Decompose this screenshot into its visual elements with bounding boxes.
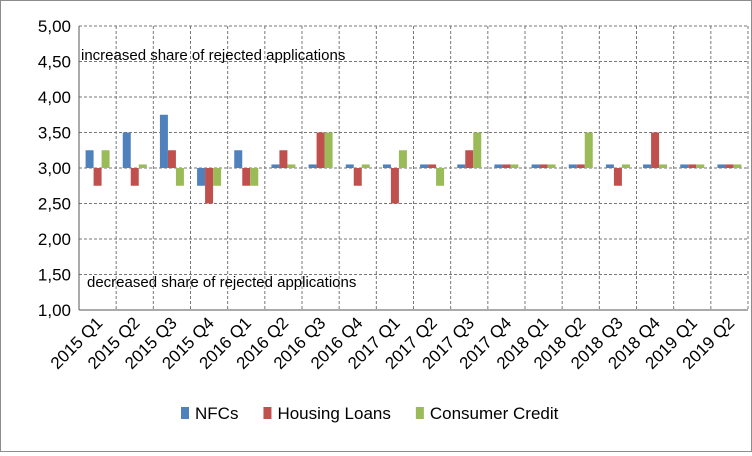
bar-consumer-credit [473,132,482,168]
bar-nfcs [382,164,391,168]
bar-nfcs [494,164,503,168]
bar-consumer-credit [733,164,742,168]
bar-consumer-credit [510,164,519,168]
legend-label: Consumer Credit [430,404,559,423]
bar-housing-loans [279,150,288,168]
bar-nfcs [680,164,689,168]
bar-housing-loans [242,168,251,186]
bar-consumer-credit [250,168,259,186]
bar-housing-loans [502,164,511,168]
bar-housing-loans [613,168,622,186]
y-tick-label: 1,50 [38,266,71,285]
bar-consumer-credit [101,150,110,168]
annotation-bottom: decreased share of rejected applications [87,274,356,291]
bar-housing-loans [130,168,139,186]
bar-consumer-credit [213,168,222,186]
bar-nfcs [122,132,131,168]
y-tick-label: 2,50 [38,195,71,214]
bar-nfcs [197,168,206,186]
y-tick-label: 3,00 [38,159,71,178]
bar-housing-loans [539,164,548,168]
bar-consumer-credit [584,132,593,168]
y-tick-label: 2,00 [38,230,71,249]
bar-nfcs [717,164,726,168]
bar-housing-loans [688,164,697,168]
bar-nfcs [271,164,280,168]
legend-swatch [415,407,424,419]
y-tick-label: 4,00 [38,88,71,107]
bar-housing-loans [576,164,585,168]
bar-housing-loans [205,168,214,204]
y-tick-label: 3,50 [38,124,71,143]
bar-nfcs [531,164,540,168]
bar-housing-loans [651,132,660,168]
bar-consumer-credit [621,164,630,168]
bar-nfcs [85,150,94,168]
bar-consumer-credit [436,168,445,186]
bar-housing-loans [428,164,437,168]
bar-nfcs [420,164,429,168]
bar-consumer-credit [547,164,556,168]
bar-consumer-credit [287,164,296,168]
bar-housing-loans [465,150,474,168]
legend-swatch [181,407,189,419]
bar-consumer-credit [398,150,407,168]
bar-nfcs [643,164,652,168]
bar-housing-loans [93,168,102,186]
legend-label: Housing Loans [277,404,390,423]
grid-layer [78,25,749,311]
bar-nfcs [345,164,354,168]
bar-consumer-credit [175,168,184,186]
bar-housing-loans [167,150,176,168]
bar-housing-loans [316,132,325,168]
annotation-top: increased share of rejected applications [81,47,345,64]
bar-nfcs [308,164,317,168]
y-tick-label: 4,50 [38,53,71,72]
bar-housing-loans [390,168,399,204]
bar-consumer-credit [138,164,147,168]
bar-nfcs [457,164,466,168]
legend: NFCs Housing Loans Consumer Credit [181,404,559,423]
bar-nfcs [159,114,168,168]
legend-swatch [263,407,272,419]
bar-nfcs [234,150,243,168]
bar-nfcs [605,164,614,168]
y-tick-label: 1,00 [38,301,71,320]
bars-layer [85,114,742,204]
bar-consumer-credit [324,132,333,168]
bar-housing-loans [353,168,362,186]
y-tick-label: 5,00 [38,17,71,36]
bar-housing-loans [725,164,734,168]
bar-consumer-credit [361,164,370,168]
legend-label: NFCs [195,404,238,423]
bar-consumer-credit [696,164,705,168]
bar-nfcs [568,164,577,168]
bar-consumer-credit [659,164,668,168]
